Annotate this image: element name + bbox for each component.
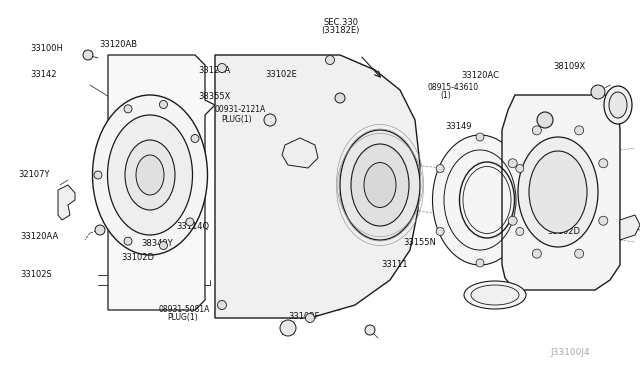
Circle shape: [159, 241, 168, 250]
Text: 33142: 33142: [31, 70, 57, 79]
Circle shape: [218, 64, 227, 73]
Text: 33120AC: 33120AC: [461, 71, 499, 80]
Circle shape: [95, 225, 105, 235]
Ellipse shape: [529, 151, 587, 233]
Circle shape: [516, 228, 524, 235]
Circle shape: [575, 249, 584, 258]
Text: 33155N: 33155N: [403, 238, 436, 247]
Text: 33114Q: 33114Q: [176, 222, 209, 231]
Circle shape: [335, 93, 345, 103]
Circle shape: [83, 50, 93, 60]
Polygon shape: [215, 55, 420, 318]
Text: 33120AB: 33120AB: [99, 40, 138, 49]
Text: 33120A: 33120A: [198, 66, 230, 75]
Circle shape: [599, 159, 608, 168]
Ellipse shape: [471, 285, 519, 305]
Circle shape: [159, 100, 168, 109]
Text: 38349Y: 38349Y: [141, 239, 172, 248]
Ellipse shape: [340, 130, 420, 240]
Text: 33111: 33111: [381, 260, 407, 269]
Circle shape: [280, 320, 296, 336]
Polygon shape: [58, 185, 75, 220]
Circle shape: [365, 325, 375, 335]
Text: 33102D: 33102D: [547, 227, 580, 236]
Circle shape: [537, 112, 553, 128]
Circle shape: [436, 164, 444, 173]
Text: 08931-5081A: 08931-5081A: [159, 305, 210, 314]
Circle shape: [476, 259, 484, 267]
Circle shape: [575, 126, 584, 135]
Ellipse shape: [108, 115, 193, 235]
Text: 33120AA: 33120AA: [20, 232, 59, 241]
Ellipse shape: [464, 281, 526, 309]
Circle shape: [191, 135, 199, 142]
Ellipse shape: [518, 137, 598, 247]
Polygon shape: [620, 215, 640, 240]
Ellipse shape: [93, 95, 207, 255]
Circle shape: [436, 228, 444, 235]
Circle shape: [476, 133, 484, 141]
Ellipse shape: [433, 135, 527, 265]
Text: 33102F: 33102F: [288, 312, 319, 321]
Circle shape: [94, 171, 102, 179]
Ellipse shape: [364, 163, 396, 208]
Text: (33182E): (33182E): [321, 26, 360, 35]
Text: 33100H: 33100H: [31, 44, 63, 53]
Ellipse shape: [351, 144, 409, 226]
Text: PLUG(1): PLUG(1): [221, 115, 252, 124]
Circle shape: [532, 249, 541, 258]
Text: 08915-43610: 08915-43610: [428, 83, 479, 92]
Ellipse shape: [609, 92, 627, 118]
Text: 00931-2121A: 00931-2121A: [214, 105, 266, 114]
Circle shape: [305, 314, 314, 323]
Circle shape: [591, 85, 605, 99]
Circle shape: [124, 237, 132, 245]
Polygon shape: [108, 55, 215, 310]
Text: 33102D: 33102D: [122, 253, 155, 262]
Circle shape: [264, 114, 276, 126]
Ellipse shape: [136, 155, 164, 195]
Circle shape: [508, 159, 517, 168]
Text: 33102E: 33102E: [266, 70, 298, 79]
Text: 38355X: 38355X: [198, 92, 231, 101]
Text: 38109X: 38109X: [554, 62, 586, 71]
Text: 33149: 33149: [445, 122, 471, 131]
Ellipse shape: [125, 140, 175, 210]
Text: 32107Y: 32107Y: [18, 170, 49, 179]
Circle shape: [124, 105, 132, 113]
Polygon shape: [502, 95, 620, 290]
Text: 33102S: 33102S: [20, 270, 52, 279]
Text: SEC.330: SEC.330: [323, 18, 358, 27]
Text: J33100J4: J33100J4: [550, 348, 590, 357]
Circle shape: [516, 164, 524, 173]
Circle shape: [508, 216, 517, 225]
Circle shape: [326, 55, 335, 64]
Circle shape: [218, 301, 227, 310]
Circle shape: [532, 126, 541, 135]
Polygon shape: [282, 138, 318, 168]
Circle shape: [186, 218, 194, 226]
Ellipse shape: [604, 86, 632, 124]
Circle shape: [599, 216, 608, 225]
Text: PLUG(1): PLUG(1): [168, 313, 198, 322]
Text: (1): (1): [440, 92, 451, 100]
